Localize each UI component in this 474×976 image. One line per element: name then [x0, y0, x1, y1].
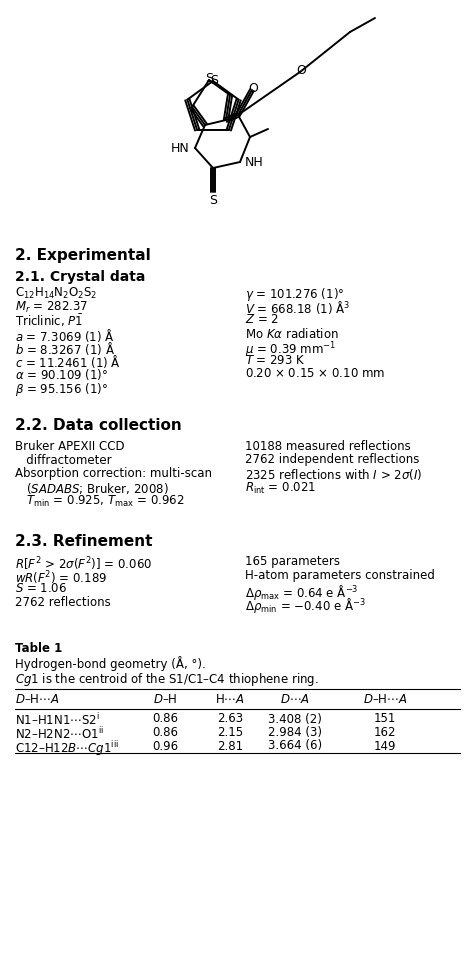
Text: 2762 reflections: 2762 reflections [15, 596, 111, 609]
Text: $T_{\rm min}$ = 0.925, $T_{\rm max}$ = 0.962: $T_{\rm min}$ = 0.925, $T_{\rm max}$ = 0… [15, 494, 185, 509]
Text: 2325 reflections with $I$ > 2$\sigma$($I$): 2325 reflections with $I$ > 2$\sigma$($I… [245, 467, 422, 482]
Text: 2.1. Crystal data: 2.1. Crystal data [15, 270, 146, 284]
Text: Hydrogen-bond geometry (Å, °).: Hydrogen-bond geometry (Å, °). [15, 656, 206, 671]
Text: 0.20 $\times$ 0.15 $\times$ 0.10 mm: 0.20 $\times$ 0.15 $\times$ 0.10 mm [245, 367, 385, 380]
Text: $\Delta\rho_{\rm min}$ = $-$0.40 e Å$^{-3}$: $\Delta\rho_{\rm min}$ = $-$0.40 e Å$^{-… [245, 596, 366, 615]
Text: HN: HN [171, 142, 190, 154]
Text: 0.86: 0.86 [152, 726, 178, 739]
Text: 0.96: 0.96 [152, 740, 178, 752]
Text: $c$ = 11.2461 (1) Å: $c$ = 11.2461 (1) Å [15, 353, 121, 371]
Text: $D$–H$\cdots$$A$: $D$–H$\cdots$$A$ [15, 693, 60, 706]
Text: $S$ = 1.06: $S$ = 1.06 [15, 583, 67, 595]
Text: Bruker APEXII CCD: Bruker APEXII CCD [15, 440, 125, 453]
Text: $V$ = 668.18 (1) Å$^3$: $V$ = 668.18 (1) Å$^3$ [245, 300, 350, 316]
Text: $D$–H: $D$–H [153, 693, 177, 706]
Text: $\Delta\rho_{\rm max}$ = 0.64 e Å$^{-3}$: $\Delta\rho_{\rm max}$ = 0.64 e Å$^{-3}$ [245, 583, 358, 601]
Text: Mo $K\alpha$ radiation: Mo $K\alpha$ radiation [245, 327, 339, 341]
Text: 10188 measured reflections: 10188 measured reflections [245, 440, 411, 453]
Text: 2.63: 2.63 [217, 712, 243, 725]
Text: 149: 149 [374, 740, 396, 752]
Text: $D$$\cdots$$A$: $D$$\cdots$$A$ [280, 693, 310, 706]
Text: $wR$($F^2$) = 0.189: $wR$($F^2$) = 0.189 [15, 569, 107, 587]
Text: Triclinic, $P\bar{1}$: Triclinic, $P\bar{1}$ [15, 313, 83, 330]
Text: $Z$ = 2: $Z$ = 2 [245, 313, 279, 326]
Text: diffractometer: diffractometer [15, 454, 111, 467]
Text: H-atom parameters constrained: H-atom parameters constrained [245, 569, 435, 582]
Text: $\alpha$ = 90.109 (1)°: $\alpha$ = 90.109 (1)° [15, 367, 108, 382]
Text: 3.408 (2): 3.408 (2) [268, 712, 322, 725]
Text: 2.984 (3): 2.984 (3) [268, 726, 322, 739]
Text: 2.81: 2.81 [217, 740, 243, 752]
Text: NH: NH [245, 155, 264, 169]
Text: $T$ = 293 K: $T$ = 293 K [245, 353, 305, 367]
Text: N1–H1N1$\cdots$S2$^{\rm i}$: N1–H1N1$\cdots$S2$^{\rm i}$ [15, 712, 100, 728]
Text: S: S [210, 73, 218, 87]
Text: C$_{12}$H$_{14}$N$_{2}$O$_{2}$S$_{2}$: C$_{12}$H$_{14}$N$_{2}$O$_{2}$S$_{2}$ [15, 286, 97, 302]
Text: 2. Experimental: 2. Experimental [15, 248, 151, 263]
Text: $R$[$F^2$ > 2$\sigma$($F^2$)] = 0.060: $R$[$F^2$ > 2$\sigma$($F^2$)] = 0.060 [15, 555, 152, 573]
Text: 2.15: 2.15 [217, 726, 243, 739]
Text: 3.664 (6): 3.664 (6) [268, 740, 322, 752]
Text: $D$–H$\cdots$$A$: $D$–H$\cdots$$A$ [363, 693, 407, 706]
Text: 0.86: 0.86 [152, 712, 178, 725]
Text: 2762 independent reflections: 2762 independent reflections [245, 454, 419, 467]
Text: 165 parameters: 165 parameters [245, 555, 340, 568]
Text: $a$ = 7.3069 (1) Å: $a$ = 7.3069 (1) Å [15, 327, 115, 344]
Text: 151: 151 [374, 712, 396, 725]
Text: $Cg$1 is the centroid of the S1/C1–C4 thiophene ring.: $Cg$1 is the centroid of the S1/C1–C4 th… [15, 671, 319, 687]
Text: C12–H12$B$$\cdots$$Cg$1$^{\rm iii}$: C12–H12$B$$\cdots$$Cg$1$^{\rm iii}$ [15, 740, 119, 758]
Text: S: S [205, 72, 213, 86]
Text: $\beta$ = 95.156 (1)°: $\beta$ = 95.156 (1)° [15, 381, 108, 397]
Text: Absorption correction: multi-scan: Absorption correction: multi-scan [15, 467, 212, 480]
Text: 2.2. Data collection: 2.2. Data collection [15, 418, 182, 433]
Text: S: S [209, 193, 217, 207]
Text: Table 1: Table 1 [15, 641, 62, 655]
Text: $R_{\rm int}$ = 0.021: $R_{\rm int}$ = 0.021 [245, 480, 316, 496]
Text: $M_r$ = 282.37: $M_r$ = 282.37 [15, 300, 88, 314]
Text: $b$ = 8.3267 (1) Å: $b$ = 8.3267 (1) Å [15, 340, 115, 357]
Text: ($SADABS$; Bruker, 2008): ($SADABS$; Bruker, 2008) [15, 480, 169, 496]
Text: O: O [248, 83, 258, 96]
Text: 162: 162 [374, 726, 396, 739]
Text: $\mu$ = 0.39 mm$^{-1}$: $\mu$ = 0.39 mm$^{-1}$ [245, 340, 336, 359]
Text: 2.3. Refinement: 2.3. Refinement [15, 534, 153, 549]
Text: O: O [296, 64, 306, 77]
Text: H$\cdots$$A$: H$\cdots$$A$ [215, 693, 245, 706]
Text: N2–H2N2$\cdots$O1$^{\rm ii}$: N2–H2N2$\cdots$O1$^{\rm ii}$ [15, 726, 104, 742]
Text: $\gamma$ = 101.276 (1)°: $\gamma$ = 101.276 (1)° [245, 286, 345, 303]
